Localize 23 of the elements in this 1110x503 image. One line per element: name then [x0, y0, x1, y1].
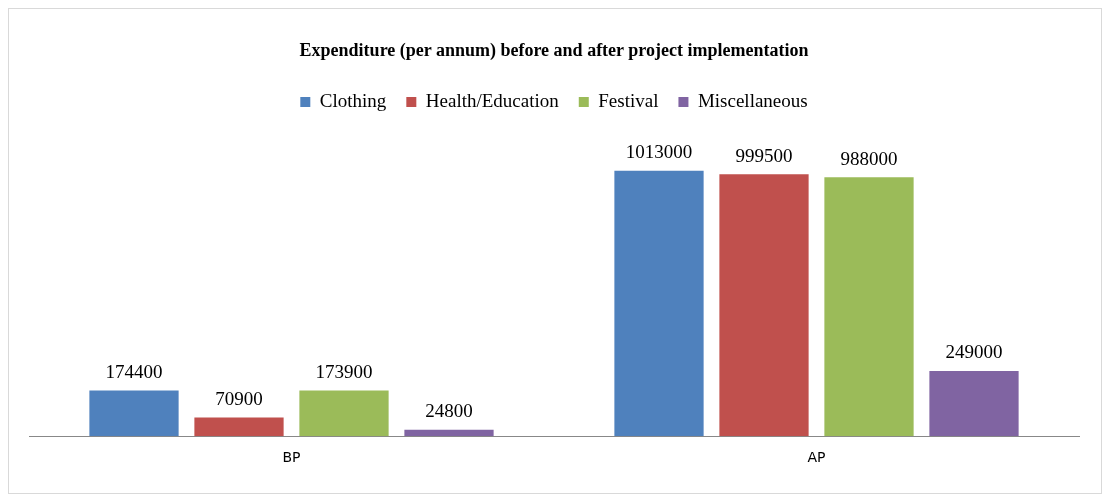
legend-label: Clothing — [319, 90, 387, 112]
chart-title: Expenditure (per annum) before and after project implementation — [299, 40, 809, 62]
data-label: 1013000 — [625, 141, 693, 163]
data-label: 173900 — [315, 361, 373, 383]
x-tick-label: AP — [807, 449, 826, 466]
bar — [614, 170, 704, 437]
bar — [89, 390, 179, 437]
x-tick-label: BP — [282, 449, 301, 466]
legend-label: Health/Education — [425, 90, 560, 112]
data-label: 70900 — [215, 388, 263, 410]
data-label: 24800 — [425, 400, 473, 422]
data-label: 988000 — [840, 147, 898, 169]
bar — [719, 174, 809, 437]
data-label: 999500 — [735, 144, 793, 166]
data-label: 174400 — [105, 360, 163, 382]
data-label: 249000 — [945, 341, 1003, 363]
bar — [929, 370, 1019, 437]
bar — [824, 177, 914, 437]
legend-label: Miscellaneous — [697, 90, 808, 112]
bar — [404, 429, 494, 437]
bar — [194, 417, 284, 437]
bar — [299, 390, 389, 437]
legend-label: Festival — [598, 90, 659, 112]
